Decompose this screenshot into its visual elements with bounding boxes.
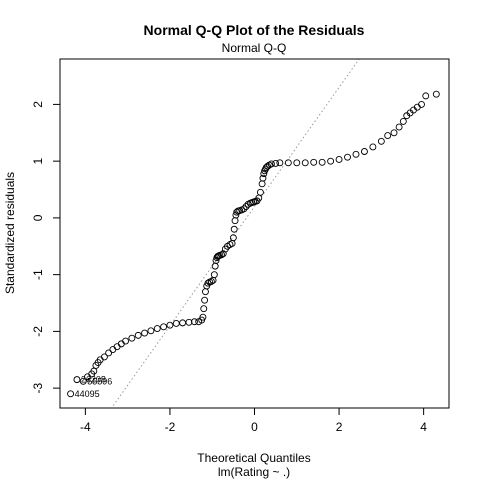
data-point xyxy=(79,377,87,385)
data-point xyxy=(109,346,117,353)
data-point xyxy=(318,158,326,166)
x-axis-sublabel: lm(Rating ~ .) xyxy=(218,465,290,479)
y-tick-label: -1 xyxy=(31,269,45,280)
data-point xyxy=(201,296,209,304)
data-point xyxy=(259,174,267,182)
data-point xyxy=(105,349,113,357)
data-point xyxy=(276,159,284,167)
x-tick-label: -2 xyxy=(165,420,176,434)
data-point xyxy=(260,170,268,178)
x-axis: -4 -2 0 2 4 xyxy=(80,408,427,434)
data-point xyxy=(327,157,335,165)
data-point xyxy=(310,158,318,166)
data-point xyxy=(256,188,264,196)
point-id-label: 44095 xyxy=(75,389,100,399)
data-point xyxy=(377,137,385,145)
data-point xyxy=(210,271,218,279)
x-tick-label: -4 xyxy=(80,420,91,434)
reference-line xyxy=(110,59,360,408)
data-points xyxy=(67,90,440,398)
data-point xyxy=(232,211,240,219)
data-point xyxy=(422,92,430,100)
data-point xyxy=(67,390,75,398)
data-point xyxy=(179,319,187,327)
data-point xyxy=(390,129,398,137)
y-tick-label: -3 xyxy=(31,382,45,393)
data-point xyxy=(352,150,360,158)
data-point xyxy=(134,331,142,339)
data-point xyxy=(293,159,301,167)
y-tick-label: 0 xyxy=(31,214,45,221)
data-point xyxy=(122,337,129,345)
data-point xyxy=(202,288,209,296)
data-point xyxy=(229,234,237,242)
y-tick-label: -2 xyxy=(31,326,45,337)
data-point xyxy=(384,132,392,140)
y-axis: -3 -2 -1 0 1 2 xyxy=(31,101,60,393)
data-point xyxy=(73,376,81,384)
data-point xyxy=(360,148,368,155)
data-point xyxy=(117,340,125,348)
data-point xyxy=(204,279,212,287)
data-point xyxy=(191,318,198,326)
data-point xyxy=(284,159,292,167)
data-point xyxy=(166,321,174,329)
data-point xyxy=(231,217,239,225)
data-point xyxy=(418,100,425,108)
data-point xyxy=(199,313,207,321)
plot-frame xyxy=(59,58,450,409)
data-point xyxy=(335,155,343,163)
data-point xyxy=(228,239,236,247)
data-point xyxy=(369,143,377,151)
data-point xyxy=(399,117,407,125)
data-point xyxy=(258,180,266,188)
x-tick-label: 0 xyxy=(251,420,258,434)
data-point xyxy=(272,159,280,167)
x-axis-label: Theoretical Quantiles xyxy=(197,451,310,465)
data-point xyxy=(185,318,193,326)
data-point xyxy=(113,343,121,351)
y-axis-label: Standardized residuals xyxy=(3,172,17,294)
data-point xyxy=(432,90,440,98)
y-tick-label: 2 xyxy=(31,101,45,108)
data-point xyxy=(242,203,250,210)
data-point xyxy=(230,225,238,233)
data-point xyxy=(128,334,136,342)
data-point xyxy=(240,205,248,213)
data-point xyxy=(264,162,272,170)
data-point xyxy=(147,327,155,335)
data-point xyxy=(207,278,215,285)
x-tick-label: 4 xyxy=(420,420,427,434)
data-point xyxy=(100,353,108,361)
y-tick-label: 1 xyxy=(31,157,45,164)
point-id-label: 26208 xyxy=(81,375,106,385)
data-point xyxy=(211,262,219,270)
data-point xyxy=(218,251,225,259)
data-point xyxy=(160,323,168,331)
chart-title: Normal Q-Q Plot of the Residuals xyxy=(144,22,365,38)
data-point xyxy=(301,159,309,167)
data-point xyxy=(219,250,227,258)
point-id-label: 55596 xyxy=(87,376,112,386)
x-tick-label: 2 xyxy=(336,420,343,434)
data-point xyxy=(172,319,180,327)
chart-subtitle: Normal Q-Q xyxy=(222,41,287,55)
data-point xyxy=(395,123,403,131)
data-point xyxy=(267,160,275,168)
data-point xyxy=(344,153,351,161)
data-point xyxy=(141,329,149,337)
plot-region xyxy=(67,59,440,408)
data-point xyxy=(200,305,208,313)
data-point xyxy=(153,325,161,333)
